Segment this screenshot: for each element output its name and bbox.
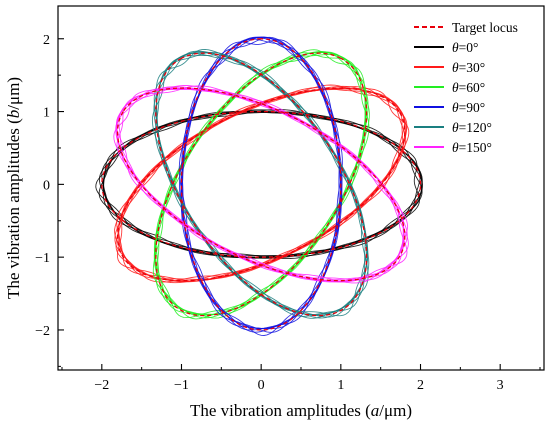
legend-label: θ=30° [452, 60, 485, 75]
x-tick-label: 1 [337, 378, 344, 393]
target-locus-curve [101, 110, 422, 258]
legend-label-part: θ [452, 80, 459, 95]
legend-label-part: θ [452, 120, 459, 135]
series-trace [95, 109, 420, 260]
legend-label: θ=60° [452, 80, 485, 95]
y-axis-title: The vibration amplitudes (b/μm) [4, 77, 23, 299]
y-tick-label: 2 [43, 33, 50, 48]
y-tick-label: −1 [35, 251, 50, 266]
x-tick-label: −1 [174, 378, 189, 393]
y-axis-title-part: The vibration amplitudes ( [4, 118, 23, 299]
target-locus-curve [116, 87, 406, 282]
series-trace [155, 51, 368, 318]
legend-label-part: =60° [459, 80, 486, 95]
series-trace [115, 87, 407, 282]
x-tick-label: 0 [258, 378, 265, 393]
series-trace [155, 52, 369, 316]
legend-label-part: θ [452, 60, 459, 75]
y-tick-label: 1 [43, 106, 50, 121]
y-axis-title-unit: /μm) [4, 77, 23, 110]
legend-label: θ=150° [452, 140, 492, 155]
chart-curves [95, 36, 423, 336]
series-trace [154, 49, 367, 319]
y-tick-label: −2 [35, 324, 50, 339]
series-30 [114, 84, 410, 284]
legend-label: Target locus [452, 20, 518, 35]
x-axis-title: The vibration amplitudes (a/μm) [190, 401, 412, 420]
y-axis-title-var: b [4, 110, 23, 119]
x-tick-label: 3 [497, 378, 504, 393]
series-trace [116, 84, 407, 283]
x-axis-title-var: a [371, 401, 380, 420]
series-trace [116, 86, 405, 281]
legend-label-part: =30° [459, 60, 486, 75]
series-trace [154, 51, 368, 315]
series-trace [151, 51, 369, 317]
target-locus-curve [155, 52, 368, 317]
target-locus-curve [180, 38, 342, 331]
series-trace [155, 51, 370, 316]
series-trace [155, 48, 368, 317]
legend: Target locusθ=0°θ=30°θ=60°θ=90°θ=120°θ=1… [414, 20, 518, 155]
axis-ticks: −2 −1 0 1 2 3 −2 −1 0 1 2 [35, 33, 541, 393]
legend-label: θ=90° [452, 100, 485, 115]
legend-label-part: θ [452, 140, 459, 155]
series-trace [153, 50, 368, 315]
series-trace [116, 85, 405, 281]
legend-label-part: =0° [459, 40, 479, 55]
series-trace [178, 39, 343, 336]
x-axis-title-unit: /μm) [379, 401, 412, 420]
legend-label-part: Target locus [452, 20, 518, 35]
series-trace [153, 52, 366, 316]
series-trace [117, 85, 406, 280]
target-locus-curve [116, 87, 406, 282]
series-trace [113, 88, 408, 282]
x-tick-label: −2 [94, 378, 109, 393]
legend-label-part: =150° [459, 140, 492, 155]
legend-label-part: θ [452, 100, 459, 115]
legend-label-part: =120° [459, 120, 492, 135]
y-tick-label: 0 [43, 178, 50, 193]
legend-label-part: θ [452, 40, 459, 55]
x-axis-title-part: The vibration amplitudes ( [190, 401, 371, 420]
target-locus-curve [155, 52, 368, 317]
legend-label: θ=0° [452, 40, 478, 55]
series-trace [116, 87, 410, 282]
legend-label-part: =90° [459, 100, 486, 115]
legend-label: θ=120° [452, 120, 492, 135]
x-tick-label: 2 [417, 378, 424, 393]
